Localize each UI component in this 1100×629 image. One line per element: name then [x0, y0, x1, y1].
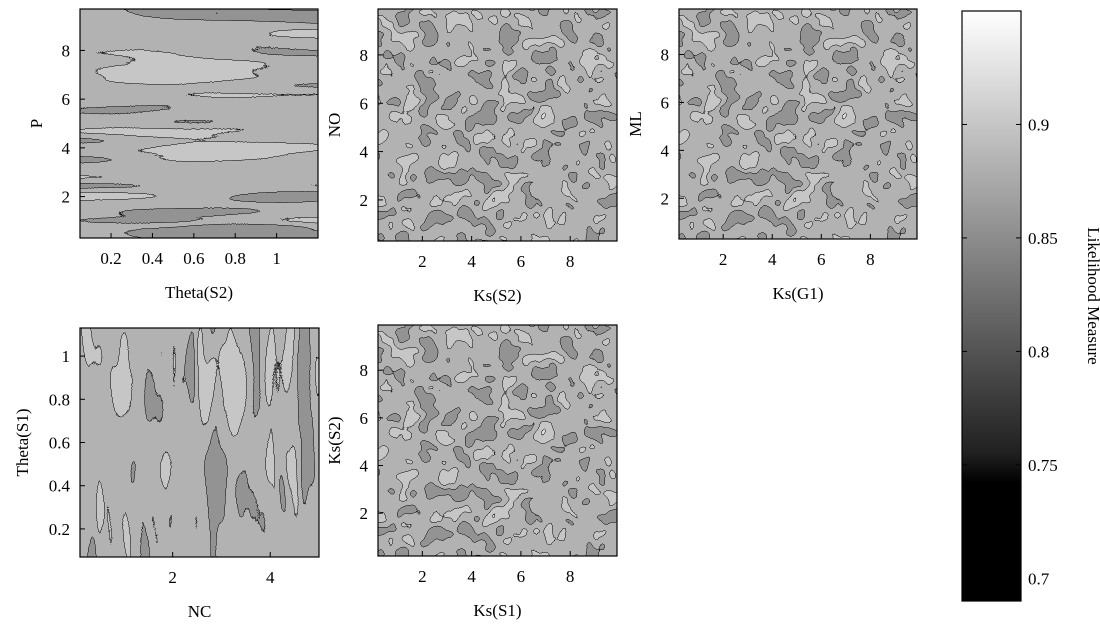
x-tick-label: 4 [768, 250, 777, 269]
colorbar-gradient [961, 10, 1022, 602]
y-axis-label: Ks(S2) [325, 416, 344, 464]
x-axis-label: Ks(S1) [473, 601, 521, 620]
x-tick-label: 8 [566, 252, 575, 271]
y-axis-label: ML [626, 111, 645, 137]
colorbar-tick-label: 0.9 [1028, 115, 1049, 134]
x-tick-label: 8 [866, 250, 875, 269]
contour-field [679, 9, 917, 239]
x-axis-label: Ks(S2) [473, 286, 521, 305]
y-tick-label: 8 [360, 46, 369, 65]
contour-panel-nc-vs-theta-s1: 2 4 0.2 0.4 0.6 0.8 1 NC Theta(S1) [13, 327, 320, 621]
y-tick-label: 2 [62, 188, 71, 207]
y-tick-label: 0.6 [49, 434, 70, 453]
x-tick-label: 4 [266, 568, 275, 587]
colorbar-label: Likelihood Measure [1084, 227, 1100, 364]
x-tick-label: 1 [272, 249, 281, 268]
y-tick-label: 0.4 [49, 477, 71, 496]
y-tick-label: 0.8 [49, 390, 70, 409]
colorbar-tick-label: 0.85 [1028, 229, 1058, 248]
x-tick-label: 2 [168, 568, 177, 587]
y-tick-label: 2 [360, 191, 369, 210]
y-tick-label: 8 [360, 361, 369, 380]
y-tick-label: 6 [360, 94, 369, 113]
contour-field [378, 9, 617, 241]
colorbar: 0.7 0.75 0.8 0.85 0.9 Likelihood Measure [961, 10, 1100, 602]
axes-frame [377, 324, 618, 557]
colorbar-tick-label: 0.75 [1028, 456, 1058, 475]
axes-frame [377, 8, 618, 242]
y-tick-label: 2 [360, 504, 369, 523]
x-tick-label: 6 [817, 250, 826, 269]
x-axis-label: Theta(S2) [165, 283, 233, 302]
axes-frame [678, 8, 918, 240]
x-tick-label: 6 [517, 567, 526, 586]
x-tick-label: 8 [566, 567, 575, 586]
y-tick-label: 1 [62, 347, 71, 366]
contour-panel-ks-s2-vs-no: 2 4 6 8 2 4 6 8 Ks(S2) NO [325, 8, 618, 305]
y-tick-label: 8 [62, 41, 71, 60]
y-tick-label: 8 [661, 46, 670, 65]
y-axis-label: Theta(S1) [13, 409, 32, 477]
x-tick-label: 2 [418, 567, 427, 586]
y-tick-label: 0.2 [49, 520, 70, 539]
colorbar-tick-label: 0.7 [1028, 569, 1050, 588]
contour-field [80, 9, 318, 238]
x-tick-label: 0.2 [100, 249, 121, 268]
contour-panel-theta-s2-vs-p: 0.2 0.4 0.6 0.8 1 2 4 6 8 Theta(S2) P [27, 8, 319, 302]
x-tick-label: 0.4 [142, 249, 164, 268]
y-tick-label: 2 [661, 189, 670, 208]
y-tick-label: 6 [360, 409, 369, 428]
contour-field [378, 325, 617, 556]
x-tick-label: 4 [467, 252, 476, 271]
x-axis-label: Ks(G1) [773, 284, 824, 303]
contour-panel-ks-g1-vs-ml: 2 4 6 8 2 4 6 8 Ks(G1) ML [626, 8, 918, 303]
x-tick-label: 0.8 [225, 249, 246, 268]
y-tick-label: 4 [360, 143, 369, 162]
colorbar-tick-label: 0.8 [1028, 342, 1049, 361]
y-axis-label: P [27, 119, 46, 128]
x-axis-label: NC [188, 602, 212, 621]
y-tick-label: 4 [62, 139, 71, 158]
x-tick-label: 0.6 [183, 249, 204, 268]
y-tick-label: 6 [661, 93, 670, 112]
x-tick-label: 6 [517, 252, 526, 271]
contour-panel-ks-s1-vs-ks-s2: 2 4 6 8 2 4 6 8 Ks(S1) Ks(S2) [325, 324, 618, 620]
x-tick-label: 4 [467, 567, 476, 586]
axes-frame [79, 8, 319, 239]
contour-field [80, 328, 319, 557]
y-axis-label: NO [325, 113, 344, 138]
y-tick-label: 4 [661, 141, 670, 160]
x-tick-label: 2 [418, 252, 427, 271]
y-tick-label: 6 [62, 90, 71, 109]
x-tick-label: 2 [719, 250, 728, 269]
y-tick-label: 4 [360, 457, 369, 476]
